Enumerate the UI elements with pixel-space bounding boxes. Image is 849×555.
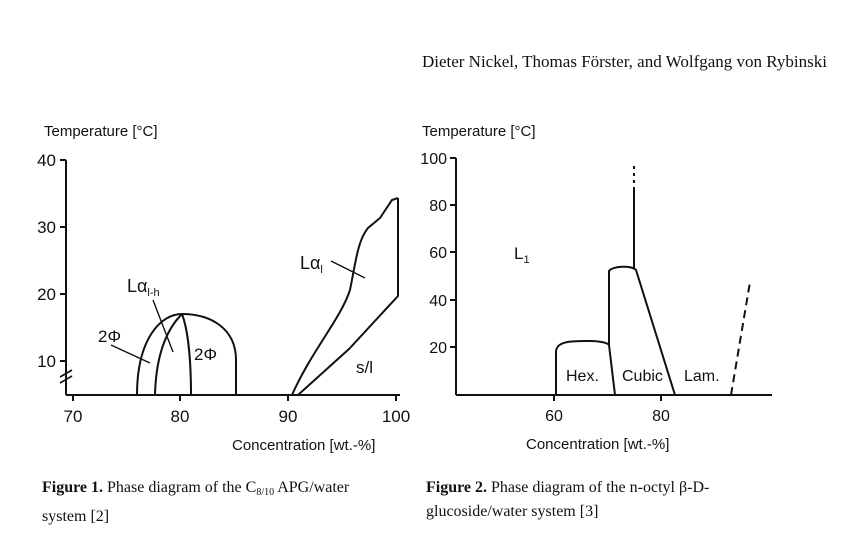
fig2-ytick-label-40: 40 [429,293,447,310]
fig1-ytick-label-40: 40 [37,151,56,170]
fig1-label-2phi-left: 2Φ [98,327,121,346]
fig2-hex-region [555,339,616,396]
fig2-label-l1: L1 [514,244,530,266]
fig1-xtick-label-70: 70 [64,407,83,426]
fig1-label-solid-liquid: s/l [356,358,373,377]
fig2-xtick-label-60: 60 [545,408,563,425]
figure-2-caption: Figure 2. Phase diagram of the n-octyl β… [426,476,756,524]
fig1-axis-break [59,369,73,384]
fig1-xtick-label-80: 80 [171,407,190,426]
fig1-leader-l-alpha-lh [152,299,174,353]
figure-2-text: Temperature [°C] 100 80 60 40 20 60 80 C… [420,123,719,453]
fig2-x-axis-title: Concentration [wt.-%] [526,436,669,453]
figure-1-caption-subscript: 8/10 [256,487,275,498]
fig1-label-2phi-right: 2Φ [194,345,217,364]
fig1-label-l-alpha-l: Lαl [300,253,323,276]
fig1-inner-boundary-left [154,313,183,396]
fig2-l1-base: L [514,244,523,263]
fig1-xtick-label-100: 100 [382,407,410,426]
fig2-ytick-label-60: 60 [429,245,447,262]
figure-1-caption: Figure 1. Phase diagram of the C8/10 APG… [42,476,372,529]
running-header: Dieter Nickel, Thomas Förster, and Wolfg… [421,52,827,71]
fig2-label-cubic: Cubic [622,368,663,385]
fig1-leader-2phi-left [110,344,151,364]
fig1-l-alpha-l-base: L [300,253,310,273]
figure-2-caption-label: Figure 2. [426,479,488,496]
figure-1-caption-label: Figure 1. [42,479,104,496]
figure-1-caption-text-after: APG/water system [2] [42,479,350,525]
figure-1-caption-text-before: Phase diagram of the C [103,479,257,496]
fig2-label-lam: Lam. [684,368,720,385]
fig2-label-hex: Hex. [566,368,599,385]
fig1-y-axis-title: Temperature [°C] [44,123,158,140]
figure-2-caption-text: Phase diagram of the n-octyl β-D-glucosi… [426,479,710,520]
fig2-l1-sub: 1 [523,254,529,266]
figure-1-phase-diagram [59,159,400,401]
fig1-label-l-alpha-lh: Lαl-h [127,276,160,299]
fig1-leader-l-alpha-l [330,260,366,279]
fig1-l-alpha-l-alpha: α [310,253,320,273]
fig1-lamellar-right-boundary [297,198,399,396]
fig2-xtick-label-80: 80 [652,408,670,425]
figure-1-text: Temperature [°C] 40 30 20 10 70 80 90 10… [37,123,410,454]
fig1-l-alpha-lh-base: L [127,276,137,296]
fig1-xtick-label-90: 90 [279,407,298,426]
fig2-ytick-label-80: 80 [429,198,447,215]
fig2-ytick-label-100: 100 [420,151,447,168]
figure-2-phase-diagram [450,157,772,401]
fig1-inner-boundary-right [181,313,192,396]
fig1-l-alpha-lh-sub: l-h [147,287,159,299]
fig1-lamellar-left-boundary [291,197,399,396]
fig1-ytick-label-20: 20 [37,285,56,304]
fig2-y-axis-title: Temperature [°C] [422,123,536,140]
fig2-cubic-region [608,265,676,396]
fig1-x-axis-title: Concentration [wt.-%] [232,437,375,454]
fig1-ytick-label-10: 10 [37,352,56,371]
fig2-dashed-boundary [730,281,751,396]
fig2-ytick-label-20: 20 [429,340,447,357]
fig1-l-alpha-lh-alpha: α [137,276,147,296]
fig1-l-alpha-l-sub: l [320,264,322,276]
fig1-ytick-label-30: 30 [37,218,56,237]
